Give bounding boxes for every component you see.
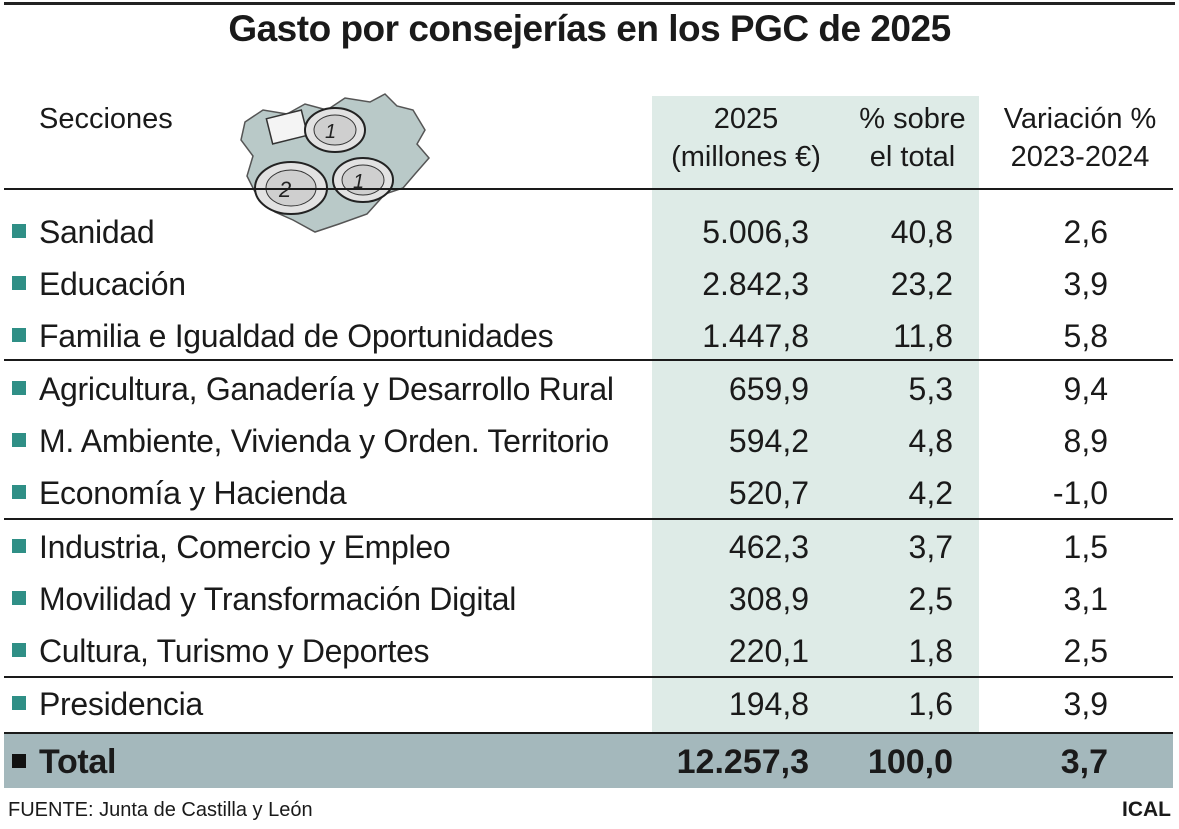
- total-rule: [4, 732, 1173, 734]
- row-section: Economía y Hacienda: [39, 475, 347, 511]
- header-variation-line1: Variación %: [1003, 103, 1157, 135]
- header-share-line2: el total: [869, 141, 956, 173]
- row-section: Movilidad y Transformación Digital: [39, 581, 517, 617]
- amount-column-shade: [652, 96, 979, 734]
- svg-text:1: 1: [325, 121, 336, 143]
- row-share: 11,8: [893, 318, 953, 354]
- table-row: Economía y Hacienda 520,7 4,2 -1,0: [0, 467, 1179, 519]
- bullet-square-icon: [12, 539, 26, 553]
- table-row: Presidencia 194,8 1,6 3,9: [0, 678, 1179, 730]
- header-variation-line2: 2023-2024: [1010, 141, 1150, 173]
- bullet-square-icon: [12, 591, 26, 605]
- row-variation: 8,9: [1063, 423, 1108, 459]
- row-amount: 520,7: [728, 475, 809, 511]
- group-rule: [4, 676, 1173, 678]
- bullet-square-icon: [12, 224, 26, 238]
- row-variation: 3,9: [1063, 686, 1108, 722]
- table-row: Sanidad 5.006,3 40,8 2,6: [0, 206, 1179, 258]
- castilla-y-leon-map-with-euro-coins-icon: 1 2 1: [240, 93, 430, 233]
- row-variation: 1,5: [1063, 529, 1108, 565]
- row-amount: 308,9: [728, 581, 809, 617]
- header-share: % sobre el total: [840, 100, 985, 176]
- row-section: Educación: [39, 266, 186, 302]
- row-variation: 3,1: [1063, 581, 1108, 617]
- row-variation: -1,0: [1052, 475, 1108, 511]
- chart-title: Gasto por consejerías en los PGC de 2025: [228, 8, 951, 49]
- table-row: Movilidad y Transformación Digital 308,9…: [0, 573, 1179, 625]
- bullet-square-icon: [12, 696, 26, 710]
- row-share: 1,6: [908, 686, 953, 722]
- header-amount-line1: 2025: [713, 103, 779, 135]
- row-amount: 220,1: [728, 633, 809, 669]
- total-share: 100,0: [867, 743, 953, 781]
- row-share: 4,2: [908, 475, 953, 511]
- brand-logo: ICAL: [1122, 798, 1171, 821]
- table-row: M. Ambiente, Vivienda y Orden. Territori…: [0, 415, 1179, 467]
- row-section: Familia e Igualdad de Oportunidades: [39, 318, 554, 354]
- group-rule: [4, 359, 1173, 361]
- row-variation: 5,8: [1063, 318, 1108, 354]
- row-section: Presidencia: [39, 686, 203, 722]
- header-section: Secciones: [39, 103, 173, 135]
- header-amount-line2: (millones €): [671, 141, 821, 173]
- table-row: Cultura, Turismo y Deportes 220,1 1,8 2,…: [0, 625, 1179, 677]
- header-share-line1: % sobre: [859, 103, 966, 135]
- total-row: Total 12.257,3 100,0 3,7: [0, 735, 1179, 787]
- table-row: Educación 2.842,3 23,2 3,9: [0, 258, 1179, 310]
- bullet-square-icon: [12, 328, 26, 342]
- row-amount: 659,9: [728, 371, 809, 407]
- bullet-square-icon: [12, 433, 26, 447]
- row-share: 3,7: [908, 529, 953, 565]
- source-note: FUENTE: Junta de Castilla y León: [8, 799, 313, 821]
- row-share: 1,8: [908, 633, 953, 669]
- row-section: Industria, Comercio y Empleo: [39, 529, 451, 565]
- top-rule: [4, 2, 1175, 5]
- total-amount: 12.257,3: [676, 743, 809, 781]
- bullet-square-icon: [12, 485, 26, 499]
- row-amount: 462,3: [728, 529, 809, 565]
- row-section: M. Ambiente, Vivienda y Orden. Territori…: [39, 423, 609, 459]
- row-amount: 1.447,8: [702, 318, 809, 354]
- header-variation: Variación % 2023-2024: [985, 100, 1175, 176]
- svg-text:1: 1: [353, 171, 364, 193]
- row-variation: 2,5: [1063, 633, 1108, 669]
- row-variation: 9,4: [1063, 371, 1108, 407]
- row-section: Sanidad: [39, 214, 155, 250]
- row-variation: 2,6: [1063, 214, 1108, 250]
- total-variation: 3,7: [1060, 743, 1108, 781]
- bullet-square-icon: [12, 276, 26, 290]
- bullet-square-icon: [12, 754, 26, 768]
- total-bar: [4, 734, 1173, 788]
- header-rule: [4, 188, 1173, 190]
- header-amount: 2025 (millones €): [652, 100, 840, 176]
- table-row: Agricultura, Ganadería y Desarrollo Rura…: [0, 363, 1179, 415]
- row-amount: 194,8: [728, 686, 809, 722]
- table-row: Industria, Comercio y Empleo 462,3 3,7 1…: [0, 521, 1179, 573]
- row-section: Agricultura, Ganadería y Desarrollo Rura…: [39, 371, 614, 407]
- euro-coin-icon: 1: [304, 107, 366, 153]
- row-amount: 594,2: [728, 423, 809, 459]
- row-share: 4,8: [908, 423, 953, 459]
- row-amount: 5.006,3: [702, 214, 809, 250]
- row-share: 23,2: [890, 266, 953, 302]
- row-variation: 3,9: [1063, 266, 1108, 302]
- row-share: 40,8: [890, 214, 953, 250]
- group-rule: [4, 518, 1173, 520]
- row-section: Cultura, Turismo y Deportes: [39, 633, 430, 669]
- row-amount: 2.842,3: [702, 266, 809, 302]
- bullet-square-icon: [12, 381, 26, 395]
- bullet-square-icon: [12, 643, 26, 657]
- table-row: Familia e Igualdad de Oportunidades 1.44…: [0, 310, 1179, 362]
- row-share: 2,5: [908, 581, 953, 617]
- row-share: 5,3: [908, 371, 953, 407]
- total-section: Total: [39, 743, 117, 781]
- euro-coin-icon: 1: [332, 157, 394, 203]
